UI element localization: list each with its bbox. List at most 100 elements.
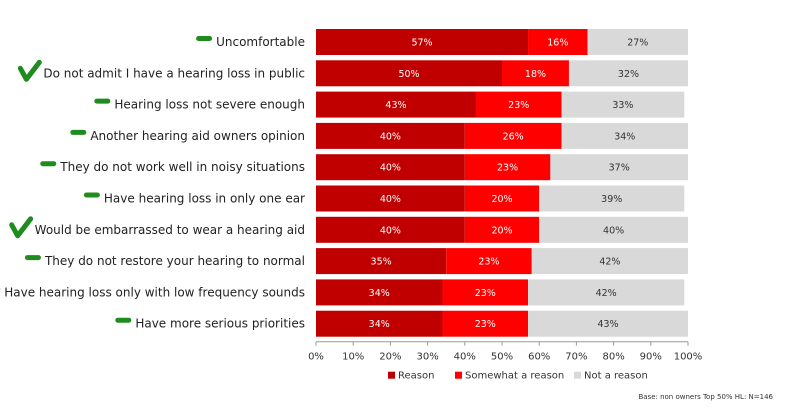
legend-label-0: Reason (398, 371, 434, 382)
data-label-9-1: 23% (475, 319, 496, 330)
data-label-5-1: 20% (491, 194, 512, 205)
legend-swatch-2 (574, 371, 581, 379)
data-label-6-0: 40% (380, 225, 401, 236)
category-labels: Uncomfortable Do not admit I have a heari… (0, 35, 305, 331)
data-label-3-2: 34% (614, 131, 635, 142)
data-label-5-2: 39% (601, 194, 622, 205)
bar-reason-7 (316, 248, 447, 275)
bar-reason-0 (316, 29, 529, 55)
x-tick-label: 70% (565, 352, 587, 363)
data-label-9-0: 34% (369, 319, 390, 330)
category-label-3: Another hearing aid owners opinion (90, 129, 305, 143)
bar-area: 57% 16% 27% 50% 18% 32% 43% 23% 33% 40% 26% 34% 40% 2… (316, 29, 688, 337)
bar-not-8 (528, 279, 685, 306)
bar-not-4 (550, 154, 688, 181)
category-label-9: Have more serious priorities (135, 317, 305, 331)
x-axis: 0% 10% 20% 30% 40% 50% 60% 70% 80% 90% 100% (308, 341, 703, 363)
x-tick-label: 100% (674, 352, 703, 363)
bar-not-2 (561, 91, 685, 118)
category-label-2: Hearing loss not severe enough (114, 98, 305, 112)
bar-reason-9 (316, 310, 443, 337)
x-tick-label: 40% (454, 352, 476, 363)
category-label-4: They do not work well in noisy situation… (59, 160, 305, 174)
bar-not-9 (528, 310, 688, 337)
category-label-7: They do not restore your hearing to norm… (44, 254, 305, 268)
category-label-8: Have hearing loss only with low frequenc… (4, 285, 305, 299)
bar-reason-6 (316, 216, 465, 243)
data-label-3-1: 26% (503, 131, 524, 142)
legend-label-1: Somewhat a reason (465, 371, 564, 382)
bar-reason-4 (316, 154, 465, 181)
bar-reason-8 (316, 279, 443, 306)
bar-not-1 (568, 60, 688, 87)
bar-somewhat-5 (464, 185, 540, 212)
bar-somewhat-0 (528, 29, 588, 55)
bar-reason-1 (316, 60, 502, 87)
dash-icon (196, 36, 213, 41)
data-label-0-1: 16% (547, 38, 568, 49)
data-label-1-0: 50% (398, 69, 419, 80)
bar-somewhat-9 (442, 310, 529, 337)
data-label-8-0: 34% (369, 288, 390, 299)
category-label-5: Have hearing loss in only one ear (104, 192, 305, 206)
legend-swatch-1 (455, 371, 462, 379)
bar-reason-5 (316, 185, 465, 212)
data-label-4-2: 37% (609, 163, 630, 174)
dash-icon (115, 317, 132, 323)
data-label-4-0: 40% (380, 163, 401, 174)
check-icon (17, 59, 42, 82)
footnote: Base: non owners Top 50% HL: N=146 (638, 393, 773, 401)
dash-icon (70, 129, 87, 135)
data-label-2-1: 23% (508, 100, 529, 111)
data-label-9-2: 43% (597, 319, 618, 330)
dash-icon (94, 98, 111, 104)
data-label-3-0: 40% (380, 131, 401, 142)
dash-icon (40, 161, 57, 167)
bar-somewhat-4 (464, 154, 551, 181)
bar-not-3 (561, 122, 688, 149)
bar-not-7 (531, 248, 688, 275)
legend: Reason Somewhat a reason Not a reason (388, 371, 648, 382)
data-label-8-2: 42% (596, 288, 617, 299)
category-label-1: Do not admit I have a hearing loss in pu… (43, 66, 305, 80)
legend-label-2: Not a reason (584, 371, 648, 382)
data-label-1-1: 18% (525, 69, 546, 80)
bar-somewhat-8 (442, 279, 529, 306)
data-label-5-0: 40% (380, 194, 401, 205)
data-label-0-2: 27% (627, 38, 648, 49)
bar-somewhat-2 (475, 91, 562, 118)
bar-not-0 (587, 29, 688, 55)
bar-reason-2 (316, 91, 476, 118)
category-label-0: Uncomfortable (216, 35, 305, 49)
check-icon (9, 216, 34, 239)
x-tick-label: 80% (602, 352, 624, 363)
data-label-0-0: 57% (411, 38, 432, 49)
legend-swatch-0 (388, 371, 395, 379)
x-tick-label: 10% (342, 352, 364, 363)
x-tick-label: 90% (640, 352, 662, 363)
data-label-8-1: 23% (475, 288, 496, 299)
x-tick-label: 50% (491, 352, 513, 363)
bar-somewhat-6 (464, 216, 540, 243)
bar-somewhat-1 (502, 60, 569, 87)
data-label-7-0: 35% (371, 257, 392, 268)
category-label-6: Would be embarrassed to wear a hearing a… (35, 223, 305, 237)
x-tick-label: 60% (528, 352, 550, 363)
x-tick-label: 0% (308, 352, 324, 363)
bar-not-5 (539, 185, 685, 212)
x-tick-label: 30% (416, 352, 438, 363)
data-label-1-2: 32% (618, 69, 639, 80)
bar-not-6 (539, 216, 688, 243)
dash-icon (83, 192, 100, 198)
data-label-7-1: 23% (478, 257, 499, 268)
data-label-2-0: 43% (385, 100, 406, 111)
data-label-2-2: 33% (612, 100, 633, 111)
bar-reason-3 (316, 122, 465, 149)
x-tick-label: 20% (379, 352, 401, 363)
data-label-7-2: 42% (599, 257, 620, 268)
data-label-6-2: 40% (603, 225, 624, 236)
bar-somewhat-3 (464, 122, 562, 149)
data-label-4-1: 23% (497, 163, 518, 174)
data-label-6-1: 20% (491, 225, 512, 236)
